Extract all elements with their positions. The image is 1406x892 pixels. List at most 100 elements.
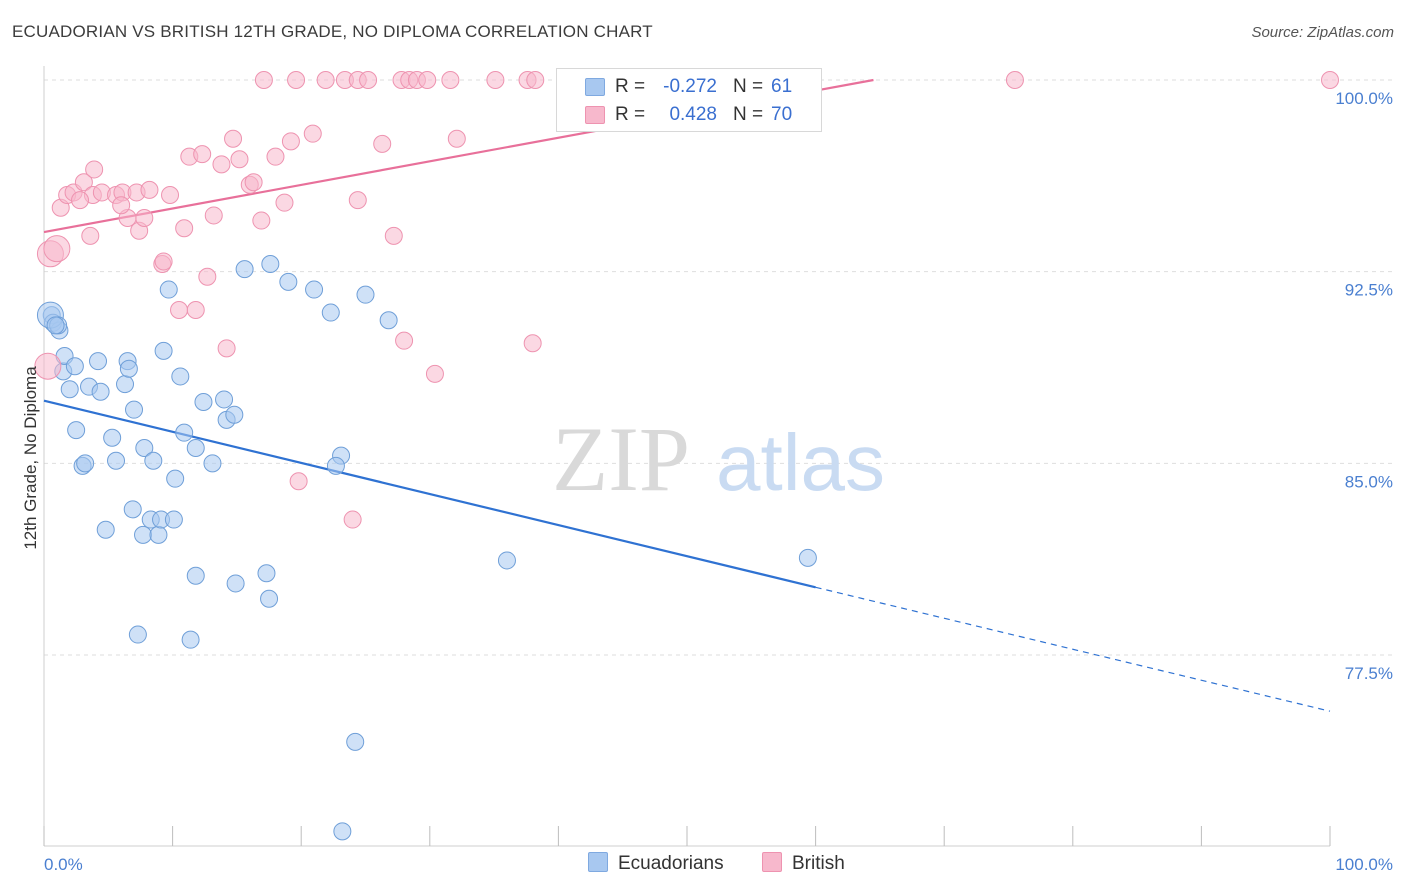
legend-label-ecuadorians: Ecuadorians	[618, 853, 724, 874]
data-point-ecuadorians	[65, 357, 84, 376]
data-point-ecuadorians	[60, 380, 79, 399]
legend-row-ecuadorians: R = -0.272 N = 61	[557, 73, 821, 101]
legend-r-label: R =	[615, 76, 646, 97]
legend-n-label: N =	[733, 104, 764, 125]
legend-r-value: 0.428	[669, 104, 717, 125]
data-point-ecuadorians	[225, 405, 244, 424]
data-point-british	[254, 71, 273, 89]
data-point-ecuadorians	[149, 525, 168, 544]
legend-swatch-ecuadorians	[585, 78, 605, 96]
data-point-ecuadorians	[76, 454, 95, 473]
data-point-british	[441, 71, 460, 89]
data-point-british	[289, 472, 308, 491]
data-point-british	[425, 364, 444, 383]
data-point-ecuadorians	[128, 625, 147, 644]
data-point-ecuadorians	[134, 525, 153, 544]
legend-swatch-british	[585, 106, 605, 124]
data-point-british	[1005, 71, 1024, 89]
data-point-british	[1321, 71, 1339, 89]
data-point-ecuadorians	[321, 303, 340, 322]
axes	[43, 66, 1331, 847]
data-point-british	[74, 173, 93, 192]
data-point-ecuadorians	[203, 454, 222, 473]
data-point-british	[266, 147, 285, 166]
data-point-ecuadorians	[379, 311, 398, 330]
series-ecuadorians	[36, 255, 817, 841]
data-point-british	[175, 219, 194, 238]
data-point-british	[34, 352, 62, 380]
data-point-ecuadorians	[333, 822, 352, 841]
gridlines	[44, 79, 1392, 656]
y-tick-labels: 100.0% 92.5% 85.0% 77.5%	[1335, 89, 1393, 683]
data-point-british	[252, 211, 271, 230]
trend-extension-ecuadorians	[815, 586, 1331, 712]
data-point-ecuadorians	[497, 551, 516, 570]
legend-item-ecuadorians[interactable]: Ecuadorians	[588, 852, 724, 875]
data-point-ecuadorians	[326, 456, 345, 475]
data-point-british	[384, 226, 403, 245]
data-point-british	[359, 71, 378, 89]
data-point-british	[204, 206, 223, 225]
data-point-british	[316, 71, 335, 89]
data-point-ecuadorians	[257, 564, 276, 583]
correlation-legend: R = -0.272 N = 61 R = 0.428 N = 70	[556, 68, 822, 132]
legend-n-label: N =	[733, 76, 764, 97]
data-point-ecuadorians	[226, 574, 245, 593]
data-point-british	[170, 301, 189, 319]
data-point-british	[447, 129, 466, 148]
data-point-british	[244, 173, 263, 192]
data-point-british	[135, 209, 154, 227]
data-point-ecuadorians	[356, 285, 375, 304]
data-point-british	[212, 155, 231, 174]
y-tick-label: 85.0%	[1345, 472, 1393, 491]
data-point-british	[193, 145, 212, 164]
data-point-british	[230, 150, 249, 169]
data-point-ecuadorians	[186, 566, 205, 585]
data-point-ecuadorians	[123, 500, 142, 519]
y-tick-label: 77.5%	[1345, 664, 1393, 683]
data-point-ecuadorians	[164, 510, 183, 529]
data-point-british	[418, 71, 437, 89]
data-point-ecuadorians	[91, 382, 110, 401]
data-point-ecuadorians	[235, 260, 254, 279]
legend-n-value: 70	[771, 104, 793, 125]
data-point-ecuadorians	[67, 421, 86, 440]
data-point-ecuadorians	[279, 272, 298, 291]
data-point-british	[43, 235, 71, 263]
legend-swatch-ecuadorians	[588, 852, 608, 872]
data-point-british	[85, 160, 104, 179]
data-point-ecuadorians	[89, 352, 108, 371]
data-point-ecuadorians	[260, 589, 279, 608]
data-point-british	[71, 191, 90, 210]
data-point-british	[186, 301, 205, 319]
data-point-ecuadorians	[103, 428, 122, 447]
chart-title: ECUADORIAN VS BRITISH 12TH GRADE, NO DIP…	[12, 22, 653, 41]
data-point-ecuadorians	[215, 390, 234, 409]
data-point-british	[198, 267, 217, 286]
data-point-british	[348, 191, 367, 210]
data-point-ecuadorians	[186, 439, 205, 457]
data-point-ecuadorians	[171, 367, 190, 386]
watermark-zip: ZIP	[552, 408, 690, 510]
x-tick-label: 100.0%	[1335, 855, 1393, 874]
y-tick-label: 92.5%	[1345, 281, 1393, 300]
data-point-british	[112, 196, 131, 215]
data-point-british	[287, 71, 306, 89]
data-point-british	[217, 339, 236, 358]
watermark-atlas: atlas	[716, 418, 885, 507]
legend-item-british[interactable]: British	[762, 852, 845, 875]
legend-label-british: British	[792, 853, 845, 874]
data-point-british	[224, 129, 243, 148]
data-point-british	[526, 71, 545, 89]
data-point-british	[140, 180, 159, 199]
data-point-ecuadorians	[135, 439, 154, 457]
trend-lines	[43, 78, 1331, 712]
data-point-ecuadorians	[125, 400, 144, 419]
data-point-ecuadorians	[261, 255, 280, 273]
data-point-ecuadorians	[181, 630, 200, 649]
legend-n-value: 61	[771, 76, 793, 97]
data-point-ecuadorians	[175, 423, 194, 442]
watermark: ZIP atlas	[552, 408, 885, 510]
data-point-ecuadorians	[194, 393, 213, 411]
